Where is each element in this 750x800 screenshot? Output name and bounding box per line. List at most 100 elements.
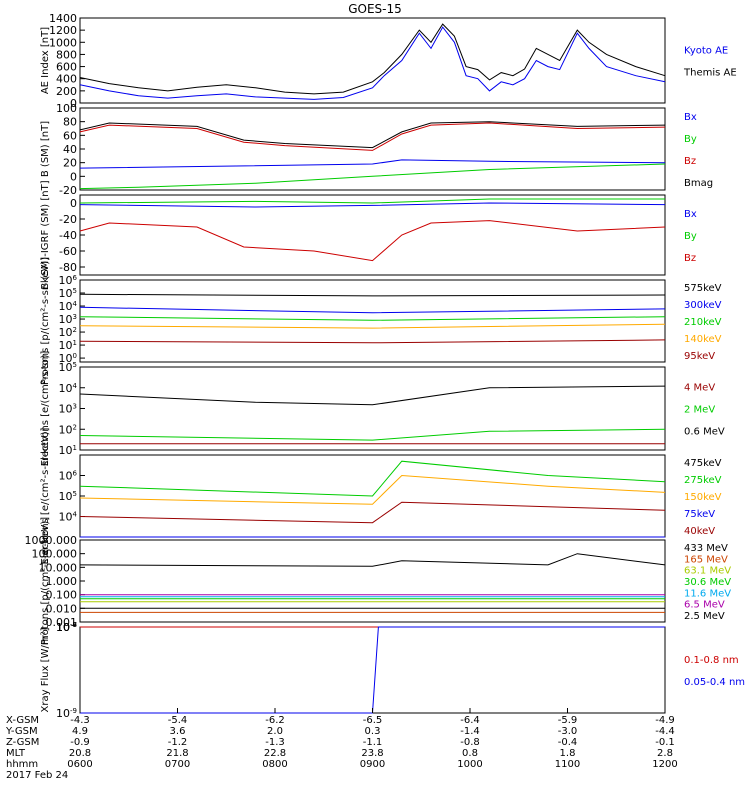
legend-label: 575keV xyxy=(684,283,722,294)
y-axis-label: B (SM) [nT] xyxy=(40,121,51,177)
y-tick-label: 102 xyxy=(59,326,77,339)
y-tick-label: 103 xyxy=(59,313,77,326)
series-line-210kev xyxy=(79,316,666,321)
x-tick-label: -1.3 xyxy=(265,737,285,748)
x-tick-label: 1100 xyxy=(555,759,580,770)
x-tick-label: -6.4 xyxy=(460,715,480,726)
x-axis-row-label: X-GSM xyxy=(6,715,39,726)
x-tick-label: 4.9 xyxy=(72,726,88,737)
legend-label: Themis AE xyxy=(683,68,737,79)
y-tick-label: 0.001 xyxy=(46,616,78,629)
x-axis-row-label: MLT xyxy=(6,748,26,759)
y-tick-label: 60 xyxy=(63,129,77,142)
x-tick-label: -5.4 xyxy=(168,715,188,726)
y-tick-label: 1.000 xyxy=(46,575,78,588)
series-line-275kev xyxy=(79,460,666,497)
y-tick-label: -20 xyxy=(59,213,77,226)
x-axis-row-label: Z-GSM xyxy=(6,737,39,748)
panel-frame xyxy=(79,194,666,276)
legend-label: Bmag xyxy=(684,178,713,189)
series-line-by xyxy=(79,198,665,204)
y-tick-label: 105 xyxy=(59,287,77,300)
legend-label: 140keV xyxy=(684,334,722,345)
y-tick-label: 0.010 xyxy=(46,602,78,615)
x-tick-label: 0700 xyxy=(165,759,190,770)
panel-5: 101 102 103 104 105 Electrons [e/(cm²-s-sr)] 4… xyxy=(40,351,725,467)
series-line-150kev xyxy=(79,474,666,505)
series-line-433-mev xyxy=(79,553,666,567)
y-tick-label: -40 xyxy=(59,229,77,242)
legend-label: 300keV xyxy=(684,300,722,311)
x-tick-label: 1200 xyxy=(652,759,677,770)
y-tick-label: 104 xyxy=(59,511,78,524)
legend-label: 6.5 MeV xyxy=(684,600,725,611)
y-axis-label: Protons [p/(cm²-s-sr-keV)] xyxy=(40,257,51,385)
series-line-bx xyxy=(79,202,666,208)
series-line-40kev xyxy=(79,501,666,524)
x-tick-label: 23.8 xyxy=(361,748,383,759)
panel-frame xyxy=(79,626,666,714)
x-axis-row-label: hhmm xyxy=(6,759,38,770)
y-axis-label: Xray Flux [W/m²] xyxy=(40,627,51,712)
legend-label: 75keV xyxy=(684,509,715,520)
y-tick-label: 100 xyxy=(59,352,77,365)
panel-7: 0.0010.0100.1001.00010.000100.0001000.00… xyxy=(25,517,732,645)
x-tick-label: -1.4 xyxy=(460,726,480,737)
y-tick-label: 102 xyxy=(59,423,77,436)
legend-label: 210keV xyxy=(684,317,722,328)
y-tick-label: -20 xyxy=(59,184,77,197)
x-tick-label: -1.2 xyxy=(168,737,188,748)
legend-label: 475keV xyxy=(684,458,722,469)
panel-frame xyxy=(79,107,666,191)
y-tick-label: 800 xyxy=(56,48,77,61)
series-line-2-mev xyxy=(79,428,666,441)
x-tick-label: -0.9 xyxy=(70,737,90,748)
x-tick-label: -5.9 xyxy=(558,715,578,726)
y-tick-label: 0 xyxy=(70,197,77,210)
y-tick-label: 0 xyxy=(70,97,77,110)
series-line-kyoto-ae xyxy=(79,26,666,100)
series-line-575kev xyxy=(79,293,666,297)
legend-label: 4 MeV xyxy=(684,383,715,394)
y-tick-label: 105 xyxy=(59,361,77,374)
y-tick-label: 101 xyxy=(59,339,77,352)
x-tick-label: 22.8 xyxy=(264,748,286,759)
y-tick-label: 10.000 xyxy=(39,561,78,574)
legend-label: 275keV xyxy=(684,475,722,486)
y-tick-label: 80 xyxy=(63,116,77,129)
legend-label: Kyoto AE xyxy=(684,46,728,57)
legend-label: 0.6 MeV xyxy=(684,427,725,438)
y-axis-label: Electrons [e/(cm²-s-sr-keV)] xyxy=(40,427,51,564)
y-tick-label: 100 xyxy=(56,102,77,115)
series-line-bz xyxy=(79,220,666,262)
legend-label: 95keV xyxy=(684,351,715,362)
legend-label: Bz xyxy=(684,156,696,167)
y-tick-label: 104 xyxy=(59,300,78,313)
x-tick-label: 0800 xyxy=(262,759,287,770)
x-tick-label: -6.2 xyxy=(265,715,285,726)
x-tick-label: 0900 xyxy=(360,759,385,770)
y-axis-label: Protons [p/(cm²-s-sr-keV)] xyxy=(40,517,51,645)
x-tick-label: -0.1 xyxy=(655,737,675,748)
series-line-themis-ae xyxy=(79,23,666,95)
panel-frame xyxy=(79,279,666,363)
y-axis-label: B (SM)-IGRF (SM) [nT] xyxy=(40,180,51,289)
x-tick-label: 21.8 xyxy=(166,748,188,759)
series-line-95kev xyxy=(79,339,666,344)
x-tick-label: -0.4 xyxy=(558,737,578,748)
legend-label: 2 MeV xyxy=(684,405,715,416)
legend-label: 2.5 MeV xyxy=(684,611,725,622)
series-line-0-6-mev xyxy=(79,385,666,406)
y-tick-label: 10-6 xyxy=(56,621,78,634)
x-tick-label: -4.3 xyxy=(70,715,90,726)
y-tick-label: 104 xyxy=(59,382,78,395)
y-tick-label: 103 xyxy=(59,403,77,416)
series-line-bz xyxy=(79,122,666,151)
y-tick-label: 1000.000 xyxy=(25,534,78,547)
legend-label: 40keV xyxy=(684,526,715,537)
